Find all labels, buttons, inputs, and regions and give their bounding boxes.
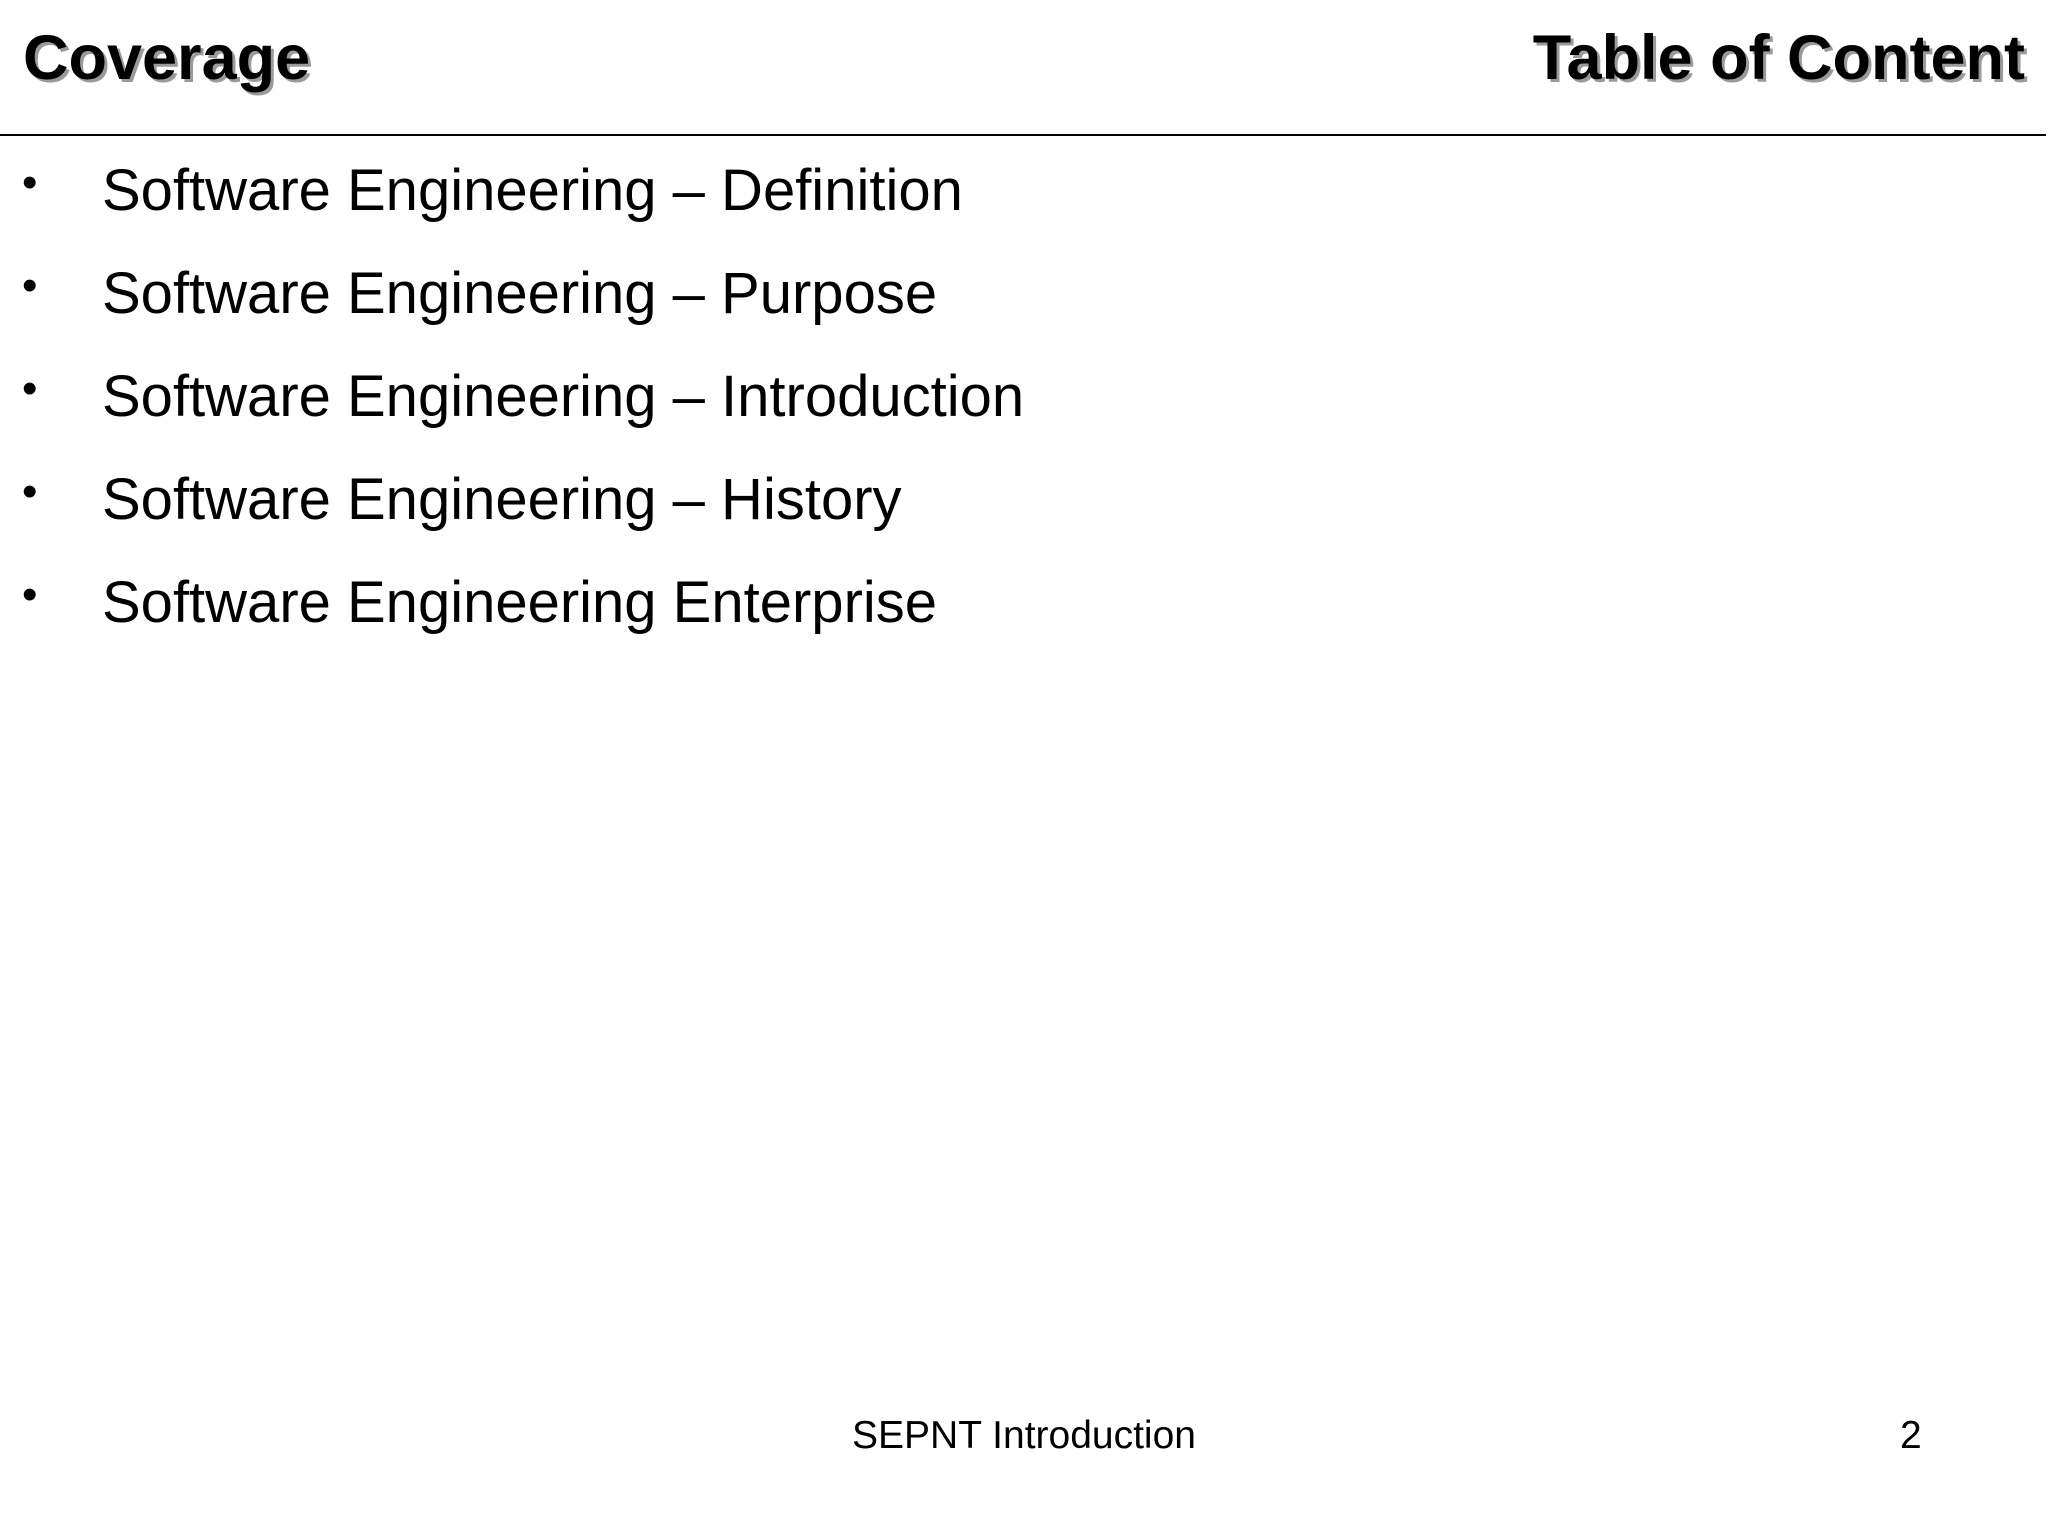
slide-title: Table of Content: [1532, 23, 2025, 93]
bullet-text: Software Engineering – Introduction: [102, 364, 1025, 429]
bullet-dot: •: [22, 364, 38, 413]
bullet-dot: •: [22, 467, 38, 516]
page-number: 2: [1900, 1414, 1922, 1457]
bullet-dot: •: [22, 158, 38, 207]
footer-text: SEPNT Introduction: [852, 1414, 1196, 1457]
bullet-text: Software Engineering Enterprise: [102, 570, 938, 635]
bullet-text: Software Engineering – Definition: [102, 158, 963, 223]
header-rule: [0, 134, 2046, 136]
bullet-dot: •: [22, 570, 38, 619]
bullet-dot: •: [22, 261, 38, 310]
bullet-text: Software Engineering – Purpose: [102, 261, 938, 326]
section-title: Coverage: [23, 23, 311, 93]
bullet-text: Software Engineering – History: [102, 467, 902, 532]
